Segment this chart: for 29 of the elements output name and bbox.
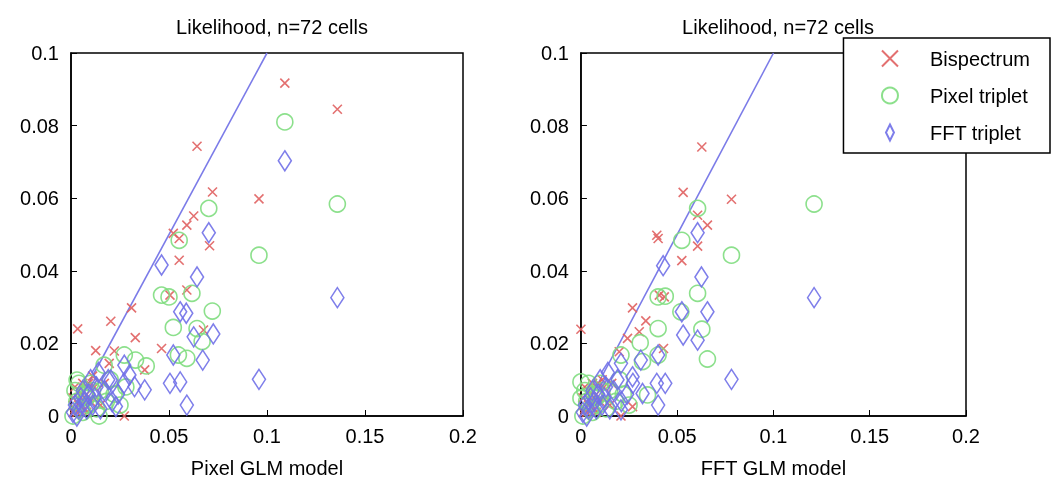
y-tick-label: 0.04: [20, 259, 59, 282]
x-axis-title: Pixel GLM model: [190, 457, 344, 479]
x-tick-label: 0.1: [759, 425, 788, 447]
legend-label: Bispectrum: [929, 47, 1030, 70]
x-axis-title: FFT GLM model: [700, 457, 847, 479]
y-tick-label: 0.08: [20, 114, 59, 137]
y-tick-label: 0.02: [529, 332, 569, 355]
x-tick-label: 0.15: [345, 425, 385, 447]
legend-label: FFT triplet: [929, 121, 1022, 144]
chart-title: Likelihood, n=72 cells: [682, 16, 874, 38]
x-tick-label: 0.05: [149, 425, 189, 447]
x-tick-label: 0: [65, 425, 77, 447]
legend-label: Pixel triplet: [929, 84, 1029, 107]
y-tick-label: 0: [47, 405, 59, 427]
y-tick-label: 0.1: [31, 42, 59, 64]
y-tick-label: 0.04: [529, 259, 569, 282]
x-tick-label: 0.1: [253, 425, 281, 447]
y-tick-label: 0.02: [20, 332, 59, 355]
y-tick-label: 0.06: [20, 187, 59, 210]
y-tick-label: 0.1: [541, 42, 569, 64]
y-tick-label: 0.06: [529, 187, 569, 210]
y-tick-label: 0: [557, 405, 569, 427]
y-tick-label: 0.08: [529, 114, 569, 137]
chart-title: Likelihood, n=72 cells: [176, 16, 368, 38]
x-tick-label: 0.2: [952, 425, 980, 447]
x-tick-label: 0.05: [657, 425, 697, 447]
x-tick-label: 0.2: [449, 425, 477, 447]
x-tick-label: 0.15: [850, 425, 890, 447]
x-tick-label: 0: [575, 425, 587, 447]
